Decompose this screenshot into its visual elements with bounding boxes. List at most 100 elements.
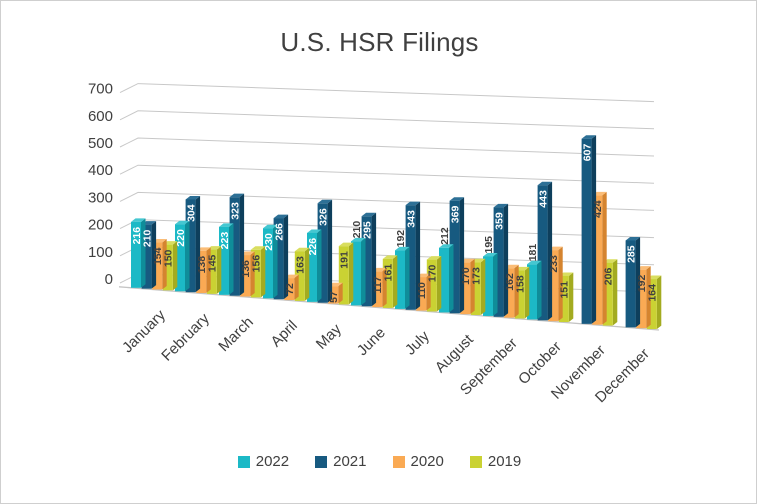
bar-value-label: 136 bbox=[240, 260, 252, 278]
y-tick-label: 0 bbox=[105, 271, 113, 288]
bar-2022-February bbox=[175, 220, 190, 292]
bar-value-label: 117 bbox=[372, 276, 384, 293]
bar-2021-March bbox=[229, 193, 245, 296]
y-tick-label: 600 bbox=[88, 108, 113, 125]
legend-item-2019: 2019 bbox=[469, 453, 522, 470]
legend-item-2020: 2020 bbox=[392, 453, 444, 470]
bars bbox=[131, 135, 662, 330]
bar-2021-April bbox=[273, 214, 289, 300]
bar-value-label: 216 bbox=[131, 227, 143, 245]
bar-value-label: 195 bbox=[483, 236, 495, 254]
bar-2022-January bbox=[131, 218, 146, 288]
bar-value-label: 151 bbox=[559, 281, 571, 299]
bar-value-label: 145 bbox=[207, 254, 219, 272]
bar-2019-April bbox=[294, 247, 310, 301]
bar-value-label: 170 bbox=[427, 264, 439, 282]
legend-label-2021: 2021 bbox=[333, 453, 367, 470]
bar-value-label: 424 bbox=[592, 200, 604, 218]
bar-value-label: 359 bbox=[494, 212, 506, 230]
bar-2022-August bbox=[439, 244, 454, 313]
bar-2021-February bbox=[185, 195, 201, 293]
bar-2022-April bbox=[263, 224, 278, 299]
bar-value-label: 72 bbox=[284, 283, 296, 295]
bar-value-label: 181 bbox=[527, 244, 539, 262]
bar-value-label: 369 bbox=[450, 206, 462, 224]
bar-value-label: 326 bbox=[318, 208, 330, 226]
x-category-label: May bbox=[313, 320, 345, 352]
bar-value-label: 191 bbox=[339, 251, 351, 269]
legend: 2022 2021 2020 2019 bbox=[1, 453, 756, 470]
bar-2021-December bbox=[625, 236, 641, 328]
bar-value-label: 138 bbox=[196, 256, 208, 274]
bar-value-label: 161 bbox=[383, 264, 395, 282]
x-category-label: June bbox=[354, 324, 389, 359]
bar-2019-July bbox=[426, 256, 442, 312]
bar-value-label: 158 bbox=[515, 275, 527, 293]
y-tick-label: 500 bbox=[88, 135, 113, 152]
bar-value-label: 162 bbox=[504, 273, 516, 291]
bar-value-label: 154 bbox=[152, 247, 164, 265]
bar-value-label: 192 bbox=[636, 275, 648, 293]
x-category-label: March bbox=[215, 314, 256, 355]
legend-label-2019: 2019 bbox=[487, 453, 522, 470]
bar-value-label: 57 bbox=[328, 291, 340, 303]
bar-value-label: 285 bbox=[626, 245, 638, 263]
bar-value-label: 230 bbox=[263, 233, 275, 251]
y-tick-label: 400 bbox=[88, 162, 113, 179]
value-labels: 2162101541502203041381452233231361562302… bbox=[131, 144, 659, 303]
x-category-label: August bbox=[432, 331, 478, 377]
bar-value-label: 607 bbox=[582, 144, 594, 162]
bar-value-label: 443 bbox=[538, 190, 550, 208]
bar-value-label: 110 bbox=[416, 282, 428, 299]
bar-value-label: 150 bbox=[163, 249, 175, 267]
y-tick-label: 200 bbox=[88, 217, 113, 234]
bar-value-label: 226 bbox=[307, 238, 319, 256]
bar-2021-November bbox=[581, 135, 597, 324]
legend-swatch-2020 bbox=[392, 455, 405, 468]
legend-label-2020: 2020 bbox=[410, 453, 444, 470]
y-tick-label: 300 bbox=[88, 189, 113, 206]
bar-value-label: 233 bbox=[548, 255, 560, 273]
y-axis-labels: 0 100 200 300 400 500 600 700 bbox=[88, 81, 113, 288]
bar-2021-June bbox=[361, 212, 377, 307]
legend-swatch-2021 bbox=[315, 455, 328, 468]
chart-title: U.S. HSR Filings bbox=[280, 27, 479, 57]
gridlines bbox=[118, 83, 660, 331]
legend-item-2021: 2021 bbox=[315, 453, 367, 470]
bar-2021-October bbox=[537, 181, 553, 321]
bar-value-label: 343 bbox=[406, 210, 418, 228]
bar-2019-February bbox=[206, 246, 222, 294]
bar-value-label: 192 bbox=[395, 230, 407, 248]
bar-2022-October bbox=[527, 260, 542, 320]
bar-2022-May bbox=[307, 229, 322, 302]
bar-2021-August bbox=[449, 197, 465, 314]
bar-2022-June bbox=[351, 237, 366, 306]
y-tick-label: 100 bbox=[88, 244, 113, 261]
bar-value-label: 295 bbox=[362, 221, 374, 239]
bar-2021-July bbox=[405, 201, 421, 310]
bar-value-label: 206 bbox=[603, 268, 615, 286]
y-tick-label: 700 bbox=[88, 81, 113, 98]
floor-edge bbox=[118, 286, 660, 331]
bar-value-label: 212 bbox=[439, 227, 451, 245]
bar-value-label: 210 bbox=[142, 229, 154, 247]
legend-item-2022: 2022 bbox=[237, 453, 290, 470]
bar-value-label: 323 bbox=[230, 202, 242, 220]
bar-value-label: 164 bbox=[647, 284, 659, 302]
bar-2022-March bbox=[219, 223, 234, 295]
bar-value-label: 304 bbox=[186, 204, 198, 222]
bar-value-label: 170 bbox=[460, 267, 472, 285]
bar-value-label: 210 bbox=[351, 221, 363, 239]
legend-label-2022: 2022 bbox=[255, 453, 290, 470]
bar-value-label: 163 bbox=[295, 256, 307, 274]
bar-2020-October bbox=[548, 246, 563, 322]
bar-value-label: 220 bbox=[175, 229, 187, 247]
legend-swatch-2019 bbox=[469, 455, 482, 468]
bar-2019-March bbox=[250, 246, 266, 298]
bar-2021-May bbox=[317, 199, 333, 303]
x-category-label: April bbox=[268, 317, 301, 350]
legend-swatch-2022 bbox=[237, 455, 250, 468]
bar-2022-September bbox=[483, 252, 498, 316]
